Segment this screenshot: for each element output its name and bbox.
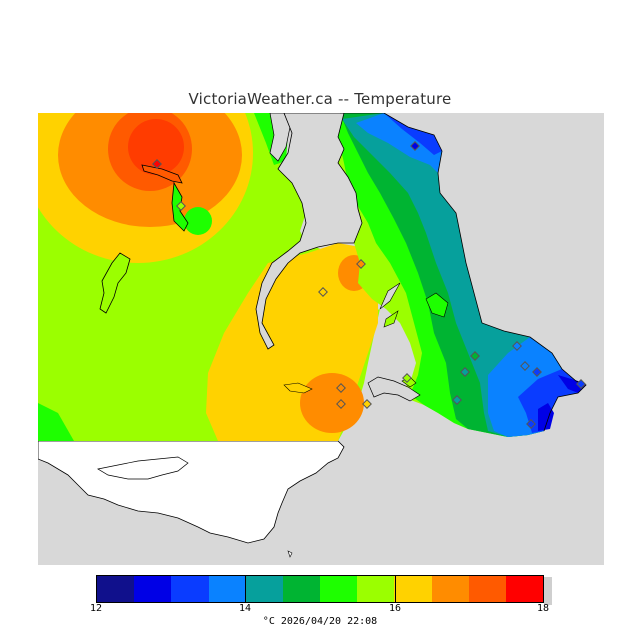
coast-east-outline xyxy=(340,113,587,432)
station-5[interactable] xyxy=(336,383,346,393)
legend-swatch-10 xyxy=(431,576,469,602)
temp-zone-15-5-west xyxy=(184,207,212,235)
water-harbour xyxy=(367,376,421,402)
color-legend xyxy=(96,575,552,605)
island-1 xyxy=(99,252,131,314)
legend-swatch-2 xyxy=(134,576,172,602)
island-peninsula-north xyxy=(141,164,183,184)
legend-tick-line-14 xyxy=(245,575,246,603)
station-6[interactable] xyxy=(336,399,346,409)
island-3 xyxy=(425,292,449,318)
legend-swatch-1 xyxy=(97,576,135,602)
station-10[interactable] xyxy=(460,367,470,377)
island-2 xyxy=(383,310,399,328)
station-11[interactable] xyxy=(512,341,522,351)
temp-zone-13 xyxy=(538,403,554,431)
water-bay-south xyxy=(379,282,401,310)
station-15[interactable] xyxy=(576,379,586,389)
legend-swatch-6 xyxy=(282,576,321,602)
station-16[interactable] xyxy=(452,395,462,405)
island-4 xyxy=(283,382,313,394)
temp-zone-14 xyxy=(356,113,442,173)
coast-small-island-south xyxy=(287,550,293,558)
temp-zone-17-central-south xyxy=(300,373,364,433)
station-17[interactable] xyxy=(402,373,412,383)
legend-tick-18: 18 xyxy=(536,603,550,614)
station-1[interactable] xyxy=(152,159,162,169)
temp-zone-13-5-north xyxy=(384,113,442,155)
temperature-map[interactable] xyxy=(38,113,604,565)
temp-zone-15-5-southwest xyxy=(38,403,74,441)
station-14[interactable] xyxy=(526,419,536,429)
legend-tick-line-16 xyxy=(395,575,396,603)
legend-swatch-4 xyxy=(208,576,246,602)
station-8[interactable] xyxy=(410,141,420,151)
unit-timestamp: °C 2026/04/20 22:08 xyxy=(262,616,378,627)
legend-swatch-8 xyxy=(357,576,395,602)
station-7[interactable] xyxy=(362,399,372,409)
legend-swatch-5 xyxy=(245,576,283,602)
temp-zone-13-east-tip xyxy=(558,375,586,393)
station-9[interactable] xyxy=(470,351,480,361)
temp-zone-18 xyxy=(128,119,184,175)
legend-tick-12: 12 xyxy=(89,603,103,614)
station-12[interactable] xyxy=(520,361,530,371)
map-title: VictoriaWeather.ca -- Temperature xyxy=(188,90,452,108)
legend-swatch-3 xyxy=(171,576,209,602)
legend-color-bar xyxy=(96,575,544,603)
station-4[interactable] xyxy=(356,259,366,269)
legend-swatch-12 xyxy=(505,576,544,602)
legend-swatch-11 xyxy=(468,576,506,602)
station-2[interactable] xyxy=(176,201,186,211)
legend-swatch-7 xyxy=(320,576,358,602)
legend-tick-16: 16 xyxy=(388,603,402,614)
legend-shadow xyxy=(544,577,552,605)
legend-tick-14: 14 xyxy=(238,603,252,614)
station-13[interactable] xyxy=(532,367,542,377)
legend-swatch-9 xyxy=(394,576,432,602)
station-markers xyxy=(152,141,586,429)
station-3[interactable] xyxy=(318,287,328,297)
coast-south-inlet xyxy=(97,456,189,480)
water-strait-middle xyxy=(255,113,363,350)
